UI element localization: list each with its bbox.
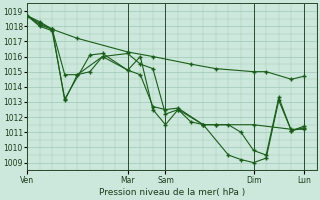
X-axis label: Pression niveau de la mer( hPa ): Pression niveau de la mer( hPa )	[99, 188, 245, 197]
